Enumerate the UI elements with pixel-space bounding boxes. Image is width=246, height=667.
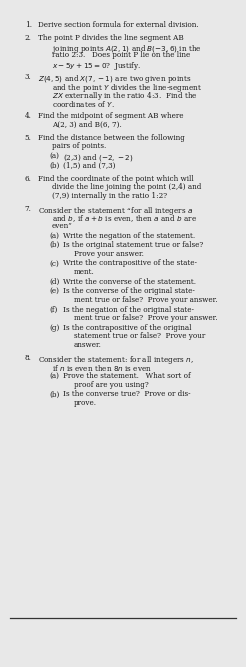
Text: $x-5y+15=0$?  Justify.: $x-5y+15=0$? Justify. bbox=[52, 60, 141, 72]
Text: $ZX$ externally in the ratio 4:3.  Find the: $ZX$ externally in the ratio 4:3. Find t… bbox=[52, 90, 197, 102]
Text: coordinates of $Y$.: coordinates of $Y$. bbox=[52, 99, 114, 109]
Text: Is the original statement true or false?: Is the original statement true or false? bbox=[63, 241, 203, 249]
Text: Find the coordinate of the point which will: Find the coordinate of the point which w… bbox=[38, 175, 194, 183]
Text: 3.: 3. bbox=[25, 73, 31, 81]
Text: (d): (d) bbox=[49, 277, 60, 285]
Text: prove.: prove. bbox=[74, 399, 97, 407]
Text: Is the contrapositive of the original: Is the contrapositive of the original bbox=[63, 323, 191, 331]
Text: ratio 2:3.   Does point P lie on the line: ratio 2:3. Does point P lie on the line bbox=[52, 51, 190, 59]
Text: answer.: answer. bbox=[74, 341, 102, 349]
Text: (1,5) and (7,3): (1,5) and (7,3) bbox=[63, 161, 115, 169]
Text: A(2, 3) and B(6, 7).: A(2, 3) and B(6, 7). bbox=[52, 121, 122, 129]
Text: ment.: ment. bbox=[74, 268, 94, 276]
Text: (g): (g) bbox=[49, 323, 60, 331]
Text: Write the negation of the statement.: Write the negation of the statement. bbox=[63, 231, 195, 239]
Text: (c): (c) bbox=[49, 259, 59, 267]
Text: divide the line joining the point (2,4) and: divide the line joining the point (2,4) … bbox=[52, 183, 201, 191]
Text: Write the contrapositive of the state-: Write the contrapositive of the state- bbox=[63, 259, 197, 267]
Text: Consider the statement “for all integers $a$: Consider the statement “for all integers… bbox=[38, 205, 193, 217]
Text: (b): (b) bbox=[49, 241, 60, 249]
Text: Find the distance between the following: Find the distance between the following bbox=[38, 133, 185, 141]
Text: 4.: 4. bbox=[25, 112, 31, 120]
Text: statement true or false?  Prove your: statement true or false? Prove your bbox=[74, 332, 205, 340]
Text: Write the converse of the statement.: Write the converse of the statement. bbox=[63, 277, 196, 285]
Text: 8.: 8. bbox=[25, 354, 31, 362]
Text: 2.: 2. bbox=[25, 34, 31, 42]
Text: Prove your answer.: Prove your answer. bbox=[74, 250, 144, 258]
Text: pairs of points.: pairs of points. bbox=[52, 142, 106, 150]
Text: 6.: 6. bbox=[25, 175, 31, 183]
Text: Prove the statement.   What sort of: Prove the statement. What sort of bbox=[63, 372, 190, 380]
Text: Derive section formula for external division.: Derive section formula for external divi… bbox=[38, 21, 199, 29]
Text: The point P divides the line segment AB: The point P divides the line segment AB bbox=[38, 34, 184, 42]
Text: Is the converse of the original state-: Is the converse of the original state- bbox=[63, 287, 195, 295]
Text: (a): (a) bbox=[49, 152, 59, 160]
Text: (a): (a) bbox=[49, 372, 59, 380]
Text: (2,3) and $(-2,-2)$: (2,3) and $(-2,-2)$ bbox=[63, 152, 133, 163]
Text: (b): (b) bbox=[49, 390, 60, 398]
Text: (f): (f) bbox=[49, 305, 58, 313]
Text: 1.: 1. bbox=[25, 21, 31, 29]
Text: even”: even” bbox=[52, 222, 73, 230]
Text: (e): (e) bbox=[49, 287, 59, 295]
Text: 7.: 7. bbox=[25, 205, 31, 213]
Text: Is the converse true?  Prove or dis-: Is the converse true? Prove or dis- bbox=[63, 390, 190, 398]
Text: and the point $Y$ divides the line-segment: and the point $Y$ divides the line-segme… bbox=[52, 81, 201, 93]
Text: Is the negation of the original state-: Is the negation of the original state- bbox=[63, 305, 194, 313]
Text: if $n$ is even then $8n$ is even: if $n$ is even then $8n$ is even bbox=[52, 363, 152, 373]
Text: and $b$, if $a+b$ is even, then $a$ and $b$ are: and $b$, if $a+b$ is even, then $a$ and … bbox=[52, 213, 197, 224]
Text: proof are you using?: proof are you using? bbox=[74, 381, 149, 389]
Text: (a): (a) bbox=[49, 231, 59, 239]
Text: 5.: 5. bbox=[25, 133, 31, 141]
Text: Find the midpoint of segment AB where: Find the midpoint of segment AB where bbox=[38, 112, 184, 120]
Text: ment true or false?  Prove your answer.: ment true or false? Prove your answer. bbox=[74, 314, 217, 322]
Text: ment true or false?  Prove your answer.: ment true or false? Prove your answer. bbox=[74, 296, 217, 304]
Text: (7,9) internally in the ratio 1:2?: (7,9) internally in the ratio 1:2? bbox=[52, 192, 167, 200]
Text: (b): (b) bbox=[49, 161, 60, 169]
Text: Consider the statement: for all integers $n$,: Consider the statement: for all integers… bbox=[38, 354, 194, 366]
Text: joining points $A(2,1)$ and $B(-3,6)$ in the: joining points $A(2,1)$ and $B(-3,6)$ in… bbox=[52, 43, 201, 55]
Text: $Z(4,5)$ and $X(7,-1)$ are two given points: $Z(4,5)$ and $X(7,-1)$ are two given poi… bbox=[38, 73, 192, 85]
